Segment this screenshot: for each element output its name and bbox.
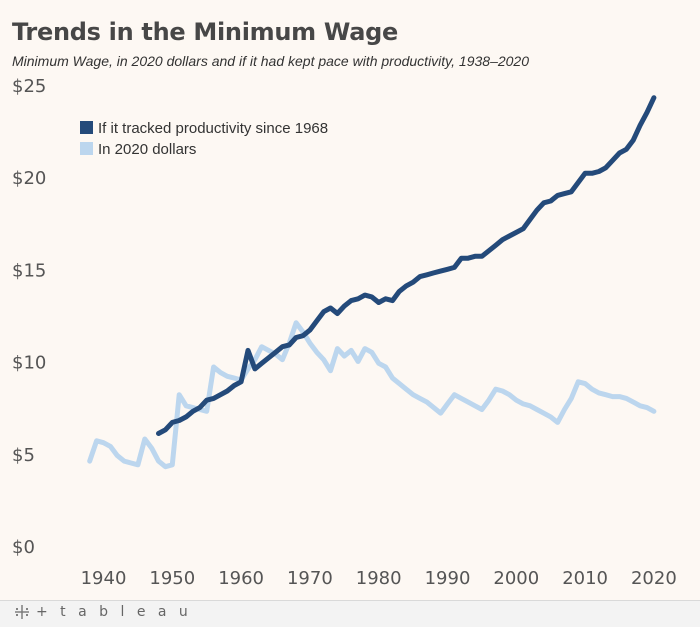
y-tick-label: $10 bbox=[12, 353, 46, 374]
x-tick-label: 2010 bbox=[562, 568, 608, 589]
y-tick-label: $0 bbox=[12, 537, 35, 558]
tableau-plus-icon bbox=[15, 605, 29, 619]
x-tick-label: 1990 bbox=[425, 568, 471, 589]
y-tick-label: $25 bbox=[12, 76, 46, 97]
y-tick-label: $20 bbox=[12, 168, 46, 189]
legend-label[interactable]: If it tracked productivity since 1968 bbox=[98, 120, 328, 137]
series-line-1[interactable] bbox=[87, 320, 657, 470]
line-chart: $0 $5 $10 $15 $20 $25 1940 1950 1960 1970 1980 199… bbox=[12, 76, 677, 589]
tableau-footer: + t a b l e a u bbox=[0, 600, 700, 627]
x-tick-label: 1980 bbox=[356, 568, 402, 589]
legend[interactable]: If it tracked productivity since 1968 In … bbox=[80, 120, 328, 158]
x-tick-label: 2020 bbox=[631, 568, 677, 589]
series-layer bbox=[87, 95, 657, 470]
y-tick-label: $15 bbox=[12, 260, 46, 281]
legend-swatch[interactable] bbox=[80, 142, 93, 155]
x-tick-label: 1950 bbox=[149, 568, 195, 589]
x-tick-label: 2000 bbox=[493, 568, 539, 589]
series-line-0[interactable] bbox=[156, 95, 657, 436]
x-tick-label: 1970 bbox=[287, 568, 333, 589]
chart-title: Trends in the Minimum Wage bbox=[12, 18, 398, 46]
tableau-wordmark: + t a b l e a u bbox=[36, 604, 192, 620]
chart-subtitle: Minimum Wage, in 2020 dollars and if it … bbox=[12, 53, 530, 69]
y-axis: $0 $5 $10 $15 $20 $25 bbox=[12, 76, 46, 558]
legend-swatch[interactable] bbox=[80, 121, 93, 134]
y-tick-label: $5 bbox=[12, 445, 35, 466]
legend-label[interactable]: In 2020 dollars bbox=[98, 141, 196, 158]
x-axis: 1940 1950 1960 1970 1980 1990 2000 2010 2020 bbox=[81, 568, 677, 589]
x-tick-label: 1940 bbox=[81, 568, 127, 589]
tableau-logo[interactable]: + t a b l e a u bbox=[14, 604, 192, 620]
x-tick-label: 1960 bbox=[218, 568, 264, 589]
